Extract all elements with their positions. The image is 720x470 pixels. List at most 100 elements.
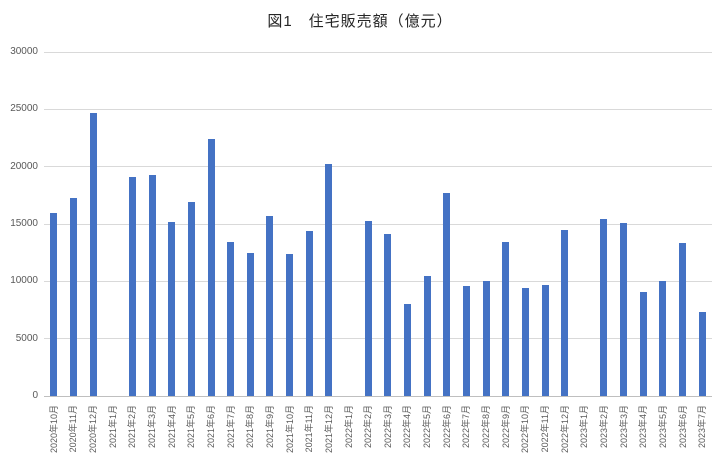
x-tick-label-text: 2021年11月: [304, 405, 315, 453]
x-axis-line: [44, 395, 712, 397]
x-tick-label: 2023年6月: [678, 400, 688, 470]
bar: [462, 285, 470, 396]
bar: [286, 253, 294, 396]
x-tick-label: 2022年1月: [344, 400, 354, 470]
x-tick-label: 2022年3月: [383, 400, 393, 470]
x-tick-label: 2021年12月: [324, 400, 334, 470]
bar: [325, 164, 333, 396]
x-tick-label: 2021年1月: [108, 400, 118, 470]
y-tick-label: 25000: [10, 103, 38, 115]
x-tick-label: 2022年8月: [481, 400, 491, 470]
y-tick-label: 15000: [10, 218, 38, 229]
bar: [128, 176, 136, 396]
x-tick-label-text: 2022年7月: [461, 405, 472, 449]
x-tick-label: 2022年11月: [540, 400, 550, 470]
bar: [187, 202, 195, 396]
x-tick-label-text: 2021年7月: [225, 405, 236, 449]
x-tick-label: 2023年7月: [697, 400, 707, 470]
x-tick-label: 2021年2月: [127, 400, 137, 470]
x-tick-label-text: 2021年12月: [323, 405, 334, 454]
x-tick-label: 2022年2月: [363, 400, 373, 470]
bar: [502, 242, 510, 396]
bar: [207, 139, 215, 396]
x-tick-label: 2021年5月: [186, 400, 196, 470]
bar: [443, 193, 451, 396]
x-tick-label-text: 2021年10月: [284, 405, 295, 454]
bar: [620, 222, 628, 396]
x-tick-label: 2022年12月: [560, 400, 570, 470]
x-tick-label: 2022年4月: [402, 400, 412, 470]
x-tick-label-text: 2021年1月: [107, 405, 118, 449]
bar: [69, 197, 77, 396]
x-tick-label-text: 2021年9月: [264, 405, 275, 449]
x-tick-label: 2021年6月: [206, 400, 216, 470]
x-tick-label-text: 2022年4月: [402, 405, 413, 449]
bar: [659, 281, 667, 396]
x-tick-label-text: 2021年4月: [166, 405, 177, 449]
bar: [148, 174, 156, 396]
x-tick-label: 2021年4月: [167, 400, 177, 470]
x-tick-label-text: 2022年1月: [343, 405, 354, 449]
y-tick-label: 5000: [15, 332, 38, 344]
x-tick-label: 2021年10月: [285, 400, 295, 470]
x-tick-label: 2021年9月: [265, 400, 275, 470]
x-tick-label-text: 2021年5月: [186, 405, 197, 449]
x-tick-label-text: 2023年7月: [697, 405, 708, 449]
bar: [600, 219, 608, 396]
x-tick-label-text: 2023年1月: [579, 405, 590, 449]
x-tick-label-text: 2022年6月: [441, 405, 452, 449]
gridline: [44, 51, 712, 53]
x-tick-label-text: 2021年6月: [206, 405, 216, 449]
bar: [679, 243, 687, 396]
x-tick-label: 2020年11月: [68, 400, 78, 470]
x-tick-label-text: 2022年2月: [363, 405, 374, 449]
x-tick-label-text: 2020年11月: [68, 405, 79, 453]
x-tick-label-text: 2021年3月: [147, 405, 158, 449]
x-tick-label: 2021年7月: [226, 400, 236, 470]
bar: [246, 252, 254, 396]
x-tick-label-text: 2022年5月: [422, 405, 433, 449]
x-tick-label-text: 2022年10月: [520, 405, 531, 454]
x-tick-label-text: 2023年3月: [618, 405, 629, 449]
x-tick-label: 2022年5月: [422, 400, 432, 470]
gridline: [44, 338, 712, 340]
bar: [384, 234, 392, 396]
y-tick-label: 30000: [10, 46, 38, 57]
bar: [639, 291, 647, 396]
y-tick-label: 10000: [10, 275, 38, 287]
bar: [305, 230, 313, 396]
x-tick-label: 2021年11月: [304, 400, 314, 470]
x-tick-label: 2022年7月: [461, 400, 471, 470]
x-tick-label: 2023年4月: [638, 400, 648, 470]
gridline: [44, 108, 712, 110]
bar: [364, 220, 372, 396]
x-tick-label: 2021年3月: [147, 400, 157, 470]
x-tick-label: 2023年2月: [599, 400, 609, 470]
x-tick-label: 2022年9月: [501, 400, 511, 470]
bar: [227, 242, 235, 396]
x-tick-label-text: 2023年4月: [638, 405, 649, 449]
gridline: [44, 166, 712, 168]
x-tick-label-text: 2023年5月: [657, 405, 668, 449]
x-tick-label-text: 2022年11月: [540, 405, 550, 453]
y-tick-label: 20000: [10, 160, 38, 172]
x-tick-label: 2023年5月: [658, 400, 668, 470]
bar: [423, 275, 431, 396]
x-tick-label: 2022年10月: [520, 400, 530, 470]
y-tick-label: 0: [32, 390, 38, 401]
x-tick-label-text: 2022年3月: [382, 405, 393, 449]
gridline: [44, 223, 712, 225]
x-tick-label-text: 2020年12月: [88, 405, 99, 454]
x-tick-label-text: 2022年12月: [559, 405, 570, 454]
x-tick-label: 2023年1月: [579, 400, 589, 470]
x-tick-label: 2023年3月: [619, 400, 629, 470]
bar: [50, 212, 58, 396]
x-tick-label: 2021年8月: [245, 400, 255, 470]
bar: [168, 221, 176, 396]
x-tick-label-text: 2023年6月: [677, 405, 688, 449]
x-tick-label-text: 2020年10月: [48, 405, 59, 454]
x-tick-label-text: 2022年9月: [500, 405, 511, 449]
bar: [266, 215, 274, 396]
x-tick-label: 2020年12月: [88, 400, 98, 470]
